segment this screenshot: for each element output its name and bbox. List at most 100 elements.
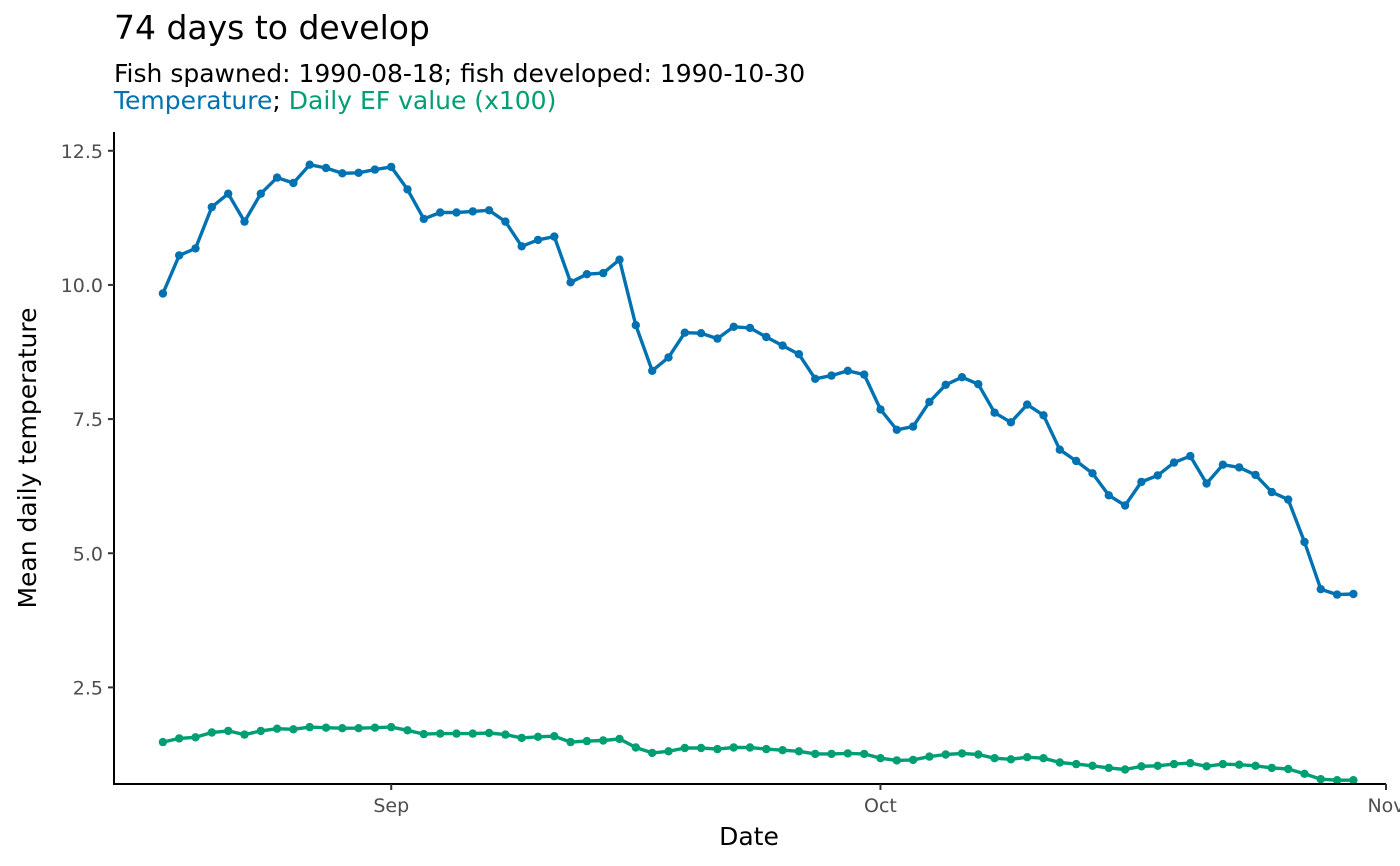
data-point: [1267, 487, 1277, 497]
data-point: [957, 749, 967, 758]
data-point: [843, 366, 852, 375]
data-point: [1022, 400, 1032, 409]
series-temperature: [158, 160, 1358, 599]
data-point: [1104, 491, 1114, 500]
data-point: [713, 334, 722, 343]
data-point: [794, 350, 804, 359]
data-point: [1218, 759, 1228, 769]
data-point: [436, 208, 445, 217]
data-point: [1104, 763, 1114, 773]
data-point: [860, 749, 869, 759]
data-point: [1022, 753, 1032, 762]
data-point: [1055, 445, 1065, 454]
data-point: [1137, 762, 1146, 771]
data-point: [827, 749, 836, 759]
data-point: [484, 206, 494, 215]
data-point: [843, 749, 852, 758]
data-point: [615, 734, 624, 744]
data-point: [696, 329, 706, 338]
data-point: [338, 169, 347, 178]
data-point: [1284, 764, 1293, 774]
data-point: [272, 724, 282, 733]
data-point: [321, 723, 331, 732]
y-tick-label: 10.0: [61, 275, 103, 297]
data-point: [648, 748, 657, 758]
legend-ef-label: Daily EF value (x100): [288, 86, 557, 115]
y-tick-label: 12.5: [61, 141, 103, 163]
data-point: [566, 737, 575, 747]
chart-marks: [158, 160, 1358, 785]
data-point: [1267, 763, 1277, 773]
data-point: [550, 232, 559, 241]
data-point: [892, 425, 901, 434]
y-axis-ticks: 2.5 5.0 7.5 10.0 12.5: [61, 141, 114, 699]
data-point: [729, 322, 738, 331]
data-point: [191, 244, 200, 253]
data-point: [501, 217, 510, 226]
series-line: [162, 725, 1354, 782]
data-point: [745, 323, 755, 333]
data-point: [745, 743, 755, 752]
data-point: [876, 405, 885, 414]
data-point: [1202, 762, 1211, 771]
data-point: [175, 251, 184, 260]
data-point: [1153, 761, 1162, 770]
data-point: [762, 332, 771, 342]
data-point: [778, 746, 787, 755]
data-point: [550, 732, 559, 741]
data-point: [272, 173, 282, 182]
data-point: [1316, 585, 1326, 594]
data-point: [191, 733, 200, 742]
data-point: [517, 733, 526, 743]
data-point: [256, 726, 265, 736]
chart-subtitle: Fish spawned: 1990-08-18; fish developed…: [114, 59, 806, 88]
data-point: [648, 366, 657, 375]
data-point: [1218, 460, 1228, 469]
data-point: [778, 341, 787, 350]
data-point: [1332, 776, 1342, 785]
data-point: [631, 743, 640, 752]
data-point: [1235, 760, 1244, 769]
data-point: [224, 189, 233, 198]
data-point: [419, 729, 428, 739]
data-point: [990, 754, 999, 763]
data-point: [452, 208, 461, 217]
data-point: [1169, 458, 1179, 467]
data-point: [1072, 759, 1081, 769]
data-point: [762, 744, 771, 754]
data-point: [582, 270, 592, 279]
data-point: [321, 163, 331, 173]
data-point: [1006, 755, 1016, 764]
data-point: [599, 736, 608, 745]
data-point: [1088, 469, 1097, 478]
data-point: [811, 374, 820, 383]
data-point: [452, 729, 461, 738]
data-point: [1072, 456, 1081, 466]
data-point: [240, 217, 249, 226]
series-line: [161, 162, 1354, 597]
data-point: [468, 207, 477, 216]
data-point: [158, 737, 168, 747]
data-point: [615, 255, 624, 264]
data-point: [1300, 537, 1309, 547]
data-point: [305, 722, 314, 732]
data-point: [566, 278, 575, 287]
data-point: [370, 723, 380, 732]
data-point: [1332, 590, 1342, 599]
data-point: [794, 747, 804, 756]
data-point: [713, 744, 722, 754]
x-axis-ticks: Sep Oct Nov: [373, 784, 1400, 817]
data-point: [908, 422, 918, 431]
data-point: [240, 730, 249, 739]
data-point: [501, 730, 510, 739]
data-point: [1316, 775, 1326, 784]
data-point: [354, 168, 363, 177]
data-point: [729, 743, 738, 752]
data-point: [1235, 463, 1244, 472]
data-point: [1039, 754, 1048, 763]
data-point: [974, 750, 983, 759]
x-tick-label: Sep: [373, 795, 409, 817]
data-point: [1137, 477, 1146, 487]
data-point: [1349, 589, 1358, 599]
